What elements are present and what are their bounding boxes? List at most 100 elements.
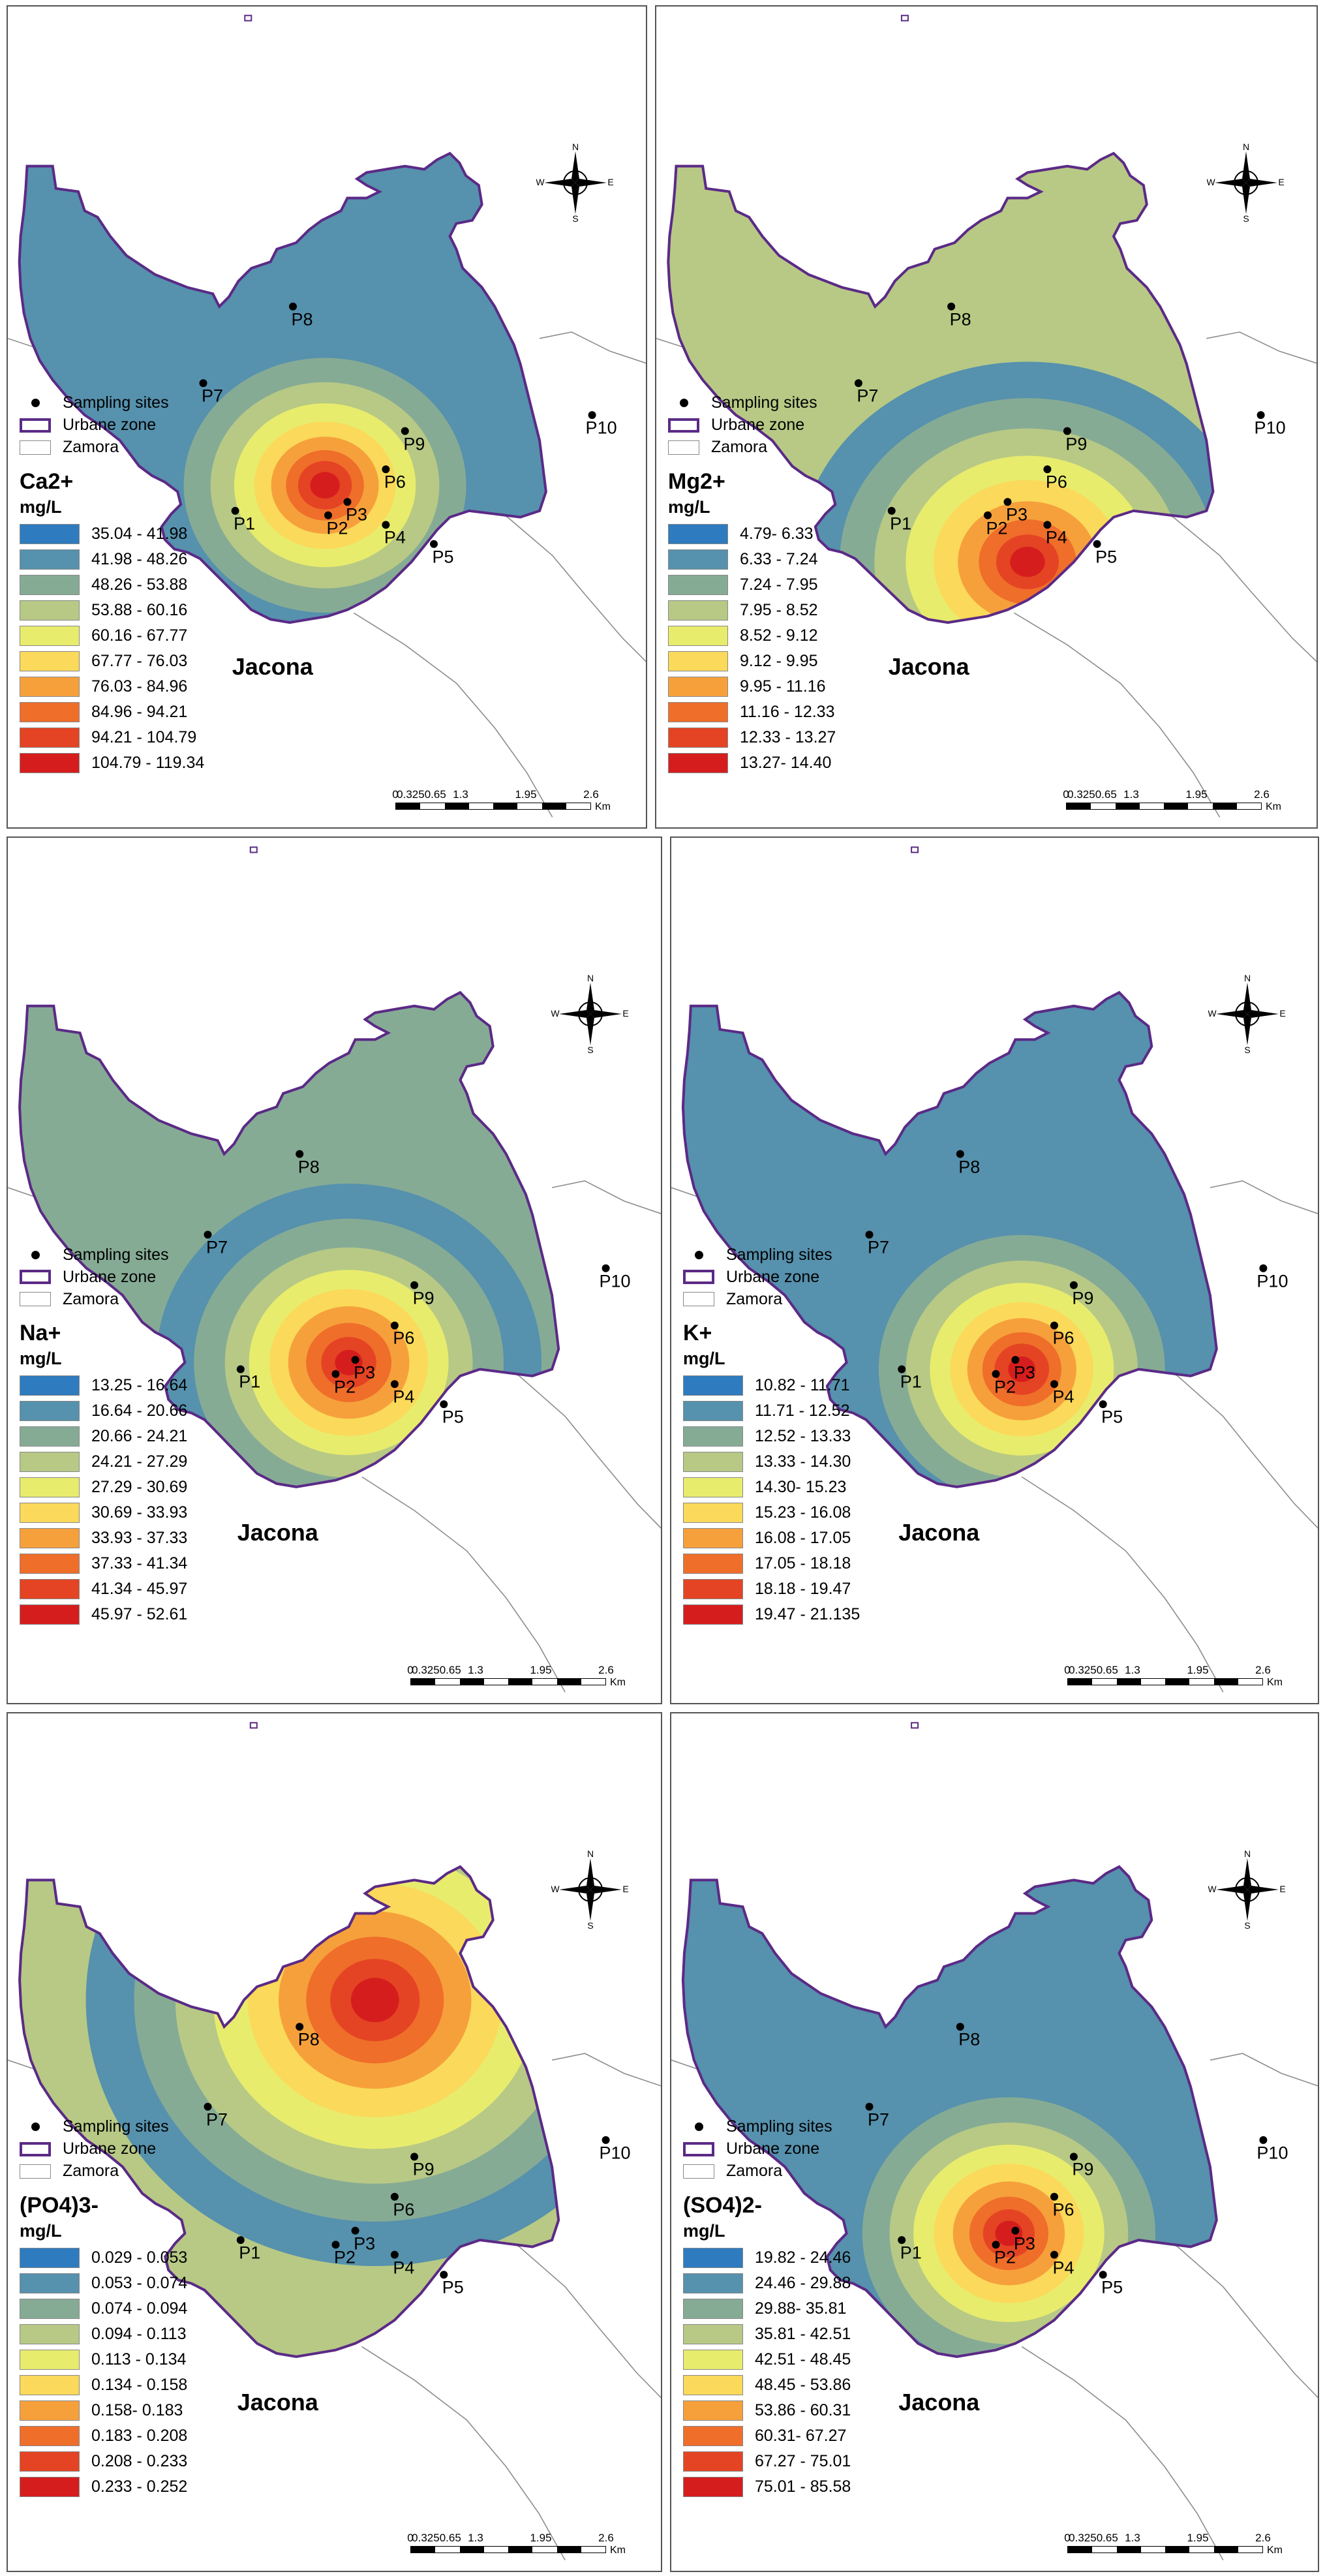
dot-icon	[694, 1250, 703, 1259]
color-swatch	[668, 676, 728, 697]
legend-class: 67.77 - 76.03	[20, 649, 204, 674]
sampling-site-dot	[401, 427, 409, 435]
place-label-jacona: Jacona	[898, 1519, 980, 1546]
legend-class: 27.29 - 30.69	[20, 1475, 187, 1500]
scale-unit: Km	[610, 1677, 626, 1688]
svg-text:E: E	[1278, 177, 1284, 187]
legend-label: Sampling sites	[63, 393, 169, 412]
class-range-label: 41.34 - 45.97	[91, 1580, 188, 1599]
sampling-site-dot	[1011, 2226, 1020, 2235]
scale-tick-label: 0	[1063, 788, 1069, 801]
sampling-site-dot	[204, 2102, 212, 2111]
legend-class: 0.158- 0.183	[20, 2398, 187, 2423]
color-swatch	[683, 1452, 743, 1473]
site-label: P6	[384, 472, 406, 492]
scale-tick-label: 0	[1064, 2532, 1071, 2544]
scale-tick-label: 1.3	[1125, 2532, 1140, 2544]
scale-bar: 0 0.3250.65 1.3 1.95 2.6 Km	[1064, 2532, 1302, 2562]
svg-text:S: S	[1243, 213, 1249, 222]
legend-label: Zamora	[726, 2162, 783, 2181]
legend-class: 7.95 - 8.52	[668, 598, 836, 623]
sampling-site-dot	[440, 1400, 448, 1409]
variable-title: (SO4)2-	[683, 2192, 762, 2218]
legend-class: 24.46 - 29.88	[683, 2271, 851, 2296]
site-label: P10	[599, 1271, 631, 1291]
svg-text:W: W	[536, 177, 545, 187]
legend-class: 11.16 - 12.33	[668, 699, 836, 725]
site-label: P9	[1065, 434, 1088, 454]
class-range-label: 48.26 - 53.88	[91, 575, 188, 594]
site-label: P7	[206, 2109, 228, 2130]
map-panel-so4: P1 P2 P3 P4 P5 P6 P7 P8 P9 P10 N S E W Sampling sites U…	[670, 1712, 1319, 2572]
sampling-site-dot	[390, 1380, 399, 1388]
legend-class: 45.97 - 52.61	[20, 1602, 187, 1627]
map-panel-ca: P1 P2 P3 P4 P5 P6 P7 P8 P9 P10 N S E W Sampling sites U…	[7, 5, 647, 829]
class-range-label: 60.16 - 67.77	[91, 626, 188, 645]
class-range-label: 18.18 - 19.47	[755, 1580, 851, 1599]
legend-class: 0.233 - 0.252	[20, 2474, 187, 2500]
sampling-site-dot	[865, 1231, 874, 1239]
class-range-label: 13.33 - 14.30	[755, 1452, 851, 1471]
scale-tick-label: 0.3250.65	[412, 1664, 461, 1676]
site-label: P10	[1254, 418, 1286, 438]
legend-urbane-zone: Urbane zone	[683, 1266, 860, 1288]
color-swatch	[683, 2247, 743, 2268]
north-arrow-icon: N S E W	[1206, 142, 1285, 224]
color-swatch	[20, 1477, 80, 1498]
color-swatch	[20, 1452, 80, 1473]
color-swatch	[20, 2273, 80, 2293]
sampling-site-dot	[1099, 2271, 1107, 2279]
legend-class: 53.88 - 60.16	[20, 598, 204, 623]
legend-label: Urbane zone	[726, 1267, 820, 1286]
legend-class: 13.25 - 16.64	[20, 1373, 187, 1398]
legend-label: Sampling sites	[63, 2117, 169, 2136]
map-legend: Sampling sites Urbane zone Zamora Na+ mg/L 13…	[20, 1244, 187, 1627]
site-label: P3	[354, 1362, 376, 1383]
scale-tick-label: 1.95	[530, 2532, 552, 2544]
sampling-site-dot	[289, 302, 297, 311]
legend-class: 4.79- 6.33	[668, 521, 836, 547]
color-swatch	[20, 727, 80, 748]
class-range-label: 29.88- 35.81	[755, 2299, 847, 2318]
scale-bar: 0 0.3250.65 1.3 1.95 2.6 Km	[1063, 788, 1301, 818]
place-label-jacona: Jacona	[888, 652, 969, 680]
color-swatch	[683, 2425, 743, 2446]
sampling-site-dot	[1063, 427, 1071, 435]
sampling-site-dot	[390, 2192, 399, 2201]
unit-label: mg/L	[20, 1349, 62, 1369]
site-label: P1	[239, 2243, 261, 2263]
class-range-label: 7.95 - 8.52	[740, 600, 818, 619]
scale-tick-label: 0.3250.65	[1067, 788, 1117, 801]
class-range-label: 12.52 - 13.33	[755, 1427, 851, 1446]
interpolation-map-k	[671, 846, 1318, 1693]
legend-class: 13.33 - 14.30	[683, 1449, 860, 1475]
legend-class: 0.183 - 0.208	[20, 2423, 187, 2449]
site-label: P3	[1005, 504, 1028, 525]
legend-class: 7.24 - 7.95	[668, 572, 836, 598]
urban-fragment	[249, 1722, 258, 1729]
class-range-label: 19.82 - 24.46	[755, 2248, 851, 2267]
color-swatch	[20, 752, 80, 773]
scale-tick-label: 1.95	[1187, 1664, 1209, 1676]
sampling-site-dot	[1259, 2136, 1268, 2144]
svg-text:S: S	[1244, 1045, 1250, 1053]
svg-text:N: N	[1243, 144, 1249, 152]
site-label: P10	[599, 2143, 631, 2163]
class-range-label: 42.51 - 48.45	[755, 2350, 851, 2369]
svg-text:W: W	[1207, 177, 1215, 187]
legend-class: 94.21 - 104.79	[20, 725, 204, 750]
color-swatch	[683, 1426, 743, 1447]
north-arrow-icon: N S E W	[536, 142, 615, 224]
north-arrow-icon: N S E W	[551, 1848, 630, 1931]
legend-class: 15.23 - 16.08	[683, 1500, 860, 1526]
legend-class: 10.82 - 11.71	[683, 1373, 860, 1398]
legend-class: 0.053 - 0.074	[20, 2271, 187, 2296]
legend-zamora: Zamora	[683, 2160, 851, 2183]
legend-class: 16.08 - 17.05	[683, 1526, 860, 1551]
unit-label: mg/L	[683, 2220, 725, 2241]
class-range-label: 35.04 - 41.98	[91, 524, 188, 543]
legend-class: 53.86 - 60.31	[683, 2398, 851, 2423]
class-range-label: 7.24 - 7.95	[740, 575, 818, 594]
place-label-jacona: Jacona	[898, 2388, 980, 2415]
scale-tick-label: 0.3250.65	[397, 788, 446, 801]
